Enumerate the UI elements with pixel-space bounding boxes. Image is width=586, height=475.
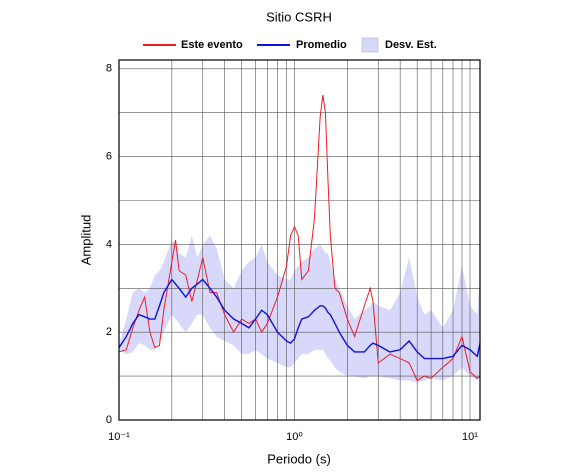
x-tick-label: 10¹ — [462, 431, 478, 443]
y-axis-label: Amplitud — [78, 215, 93, 266]
y-tick-label: 4 — [106, 238, 112, 250]
x-tick-label: 10⁻¹ — [108, 431, 130, 443]
x-tick-label: 10⁰ — [286, 431, 303, 443]
series-line — [118, 95, 481, 382]
y-tick-label: 2 — [106, 326, 112, 338]
legend-label: Promedio — [296, 39, 347, 51]
legend-label: Desv. Est. — [385, 39, 437, 51]
legend-label: Este evento — [181, 39, 243, 51]
std-band — [119, 235, 480, 383]
legend-swatch — [361, 37, 379, 53]
series-line — [118, 278, 481, 360]
x-axis-label: Periodo (s) — [267, 451, 331, 466]
y-tick-label: 0 — [106, 414, 112, 426]
y-tick-label: 6 — [106, 150, 112, 162]
chart-title: Sitio CSRH — [266, 9, 332, 24]
plot-frame — [118, 59, 481, 421]
y-tick-label: 8 — [106, 63, 112, 75]
